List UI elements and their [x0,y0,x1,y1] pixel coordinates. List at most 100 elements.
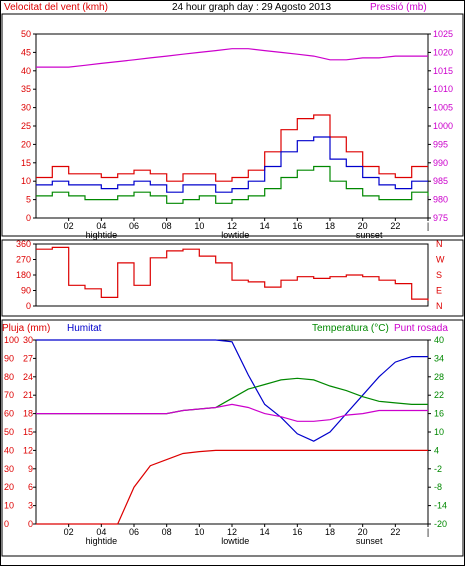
y2-tick-label: -2 [434,464,442,474]
y-tick-label: 35 [21,84,31,94]
x-tick-label: 08 [162,527,172,537]
x-sublabel-hightide: hightide [86,230,118,240]
panel1-border [1,13,464,237]
x-tick-label: 18 [325,221,335,231]
y2-tick-label: 40 [434,335,444,345]
y-tick-label: 15 [21,158,31,168]
x-tick-label: | [427,221,429,231]
panel3-border [1,319,464,557]
rain-tick-label: 0 [28,519,33,529]
y2-tick-label: -14 [434,501,447,511]
rain-tick-label: 3 [28,501,33,511]
y-tick-label: 0 [26,213,31,223]
wind-pressure-plot: 0510152025303540455097598098599099510001… [21,29,453,240]
y-tick-label: 180 [16,270,31,280]
x-tick-label: 14 [260,527,270,537]
y2-tick-label: -8 [434,482,442,492]
humidity-temperature-plot: 0 0 10 3 20 6 30 9 40 12 50 15 60 18 70 21 80 24 90 27 100 30… [4,335,447,546]
y2-tick-label: 22 [434,390,444,400]
y-tick-label: 0 [26,301,31,311]
x-tick-label: 02 [64,527,74,537]
y2-tick-label: -20 [434,519,447,529]
x-tick-label: 16 [292,527,302,537]
y2-tick-label: 4 [434,445,439,455]
x-tick-label: 16 [292,221,302,231]
humidity-line [36,339,428,442]
y2-tick-label: 34 [434,353,444,363]
y-tick-label: 40 [21,66,31,76]
graph-title: 24 hour graph day : 29 Agosto 2013 [172,2,331,13]
y-tick-label: 30 [21,103,31,113]
x-tick-label: 04 [96,527,106,537]
y-tick-label: 5 [26,195,31,205]
y2-tick-label: 1025 [433,29,453,39]
y-tick-label: 10 [4,501,14,511]
temperature-axis-label: Temperatura (°C) [312,323,389,334]
x-tick-label: 02 [64,221,74,231]
y-tick-label: 40 [4,445,14,455]
x-tick-label: 12 [227,527,237,537]
rain-tick-label: 18 [23,409,33,419]
y2-tick-label: 975 [433,213,448,223]
dewpoint-label: Punt rosada [394,323,448,334]
x-tick-label: 06 [129,527,139,537]
wind_min-line [36,165,429,204]
x-sublabel-sunset: sunset [356,536,383,546]
y-tick-label: 90 [4,353,14,363]
direction-line [36,246,429,301]
x-sublabel-hightide: hightide [86,536,118,546]
gust-line [36,114,428,182]
x-tick-label: 18 [325,527,335,537]
compass-label: N [436,301,443,311]
y-tick-label: 80 [4,372,14,382]
rain-tick-label: 15 [23,427,33,437]
y2-tick-label: 990 [433,158,448,168]
pressure-line [36,48,428,68]
y-tick-label: 360 [16,239,31,249]
compass-label: N [436,239,443,249]
panel2-border [1,239,464,317]
pressure-axis-label: Pressió (mb) [370,2,427,13]
y2-tick-label: 1000 [433,121,453,131]
x-sublabel-lowtide: lowtide [221,230,249,240]
rain-axis-label: Pluja (mm) [2,323,50,334]
y2-tick-label: 28 [434,372,444,382]
x-tick-label: 04 [96,221,106,231]
average-line [36,136,428,193]
x-tick-label: | [427,527,429,537]
x-sublabel-sunset: sunset [356,230,383,240]
rain-tick-label: 27 [23,353,33,363]
y2-tick-label: 1005 [433,103,453,113]
y-tick-label: 30 [4,464,14,474]
y-tick-label: 25 [21,121,31,131]
y-tick-label: 20 [21,139,31,149]
x-tick-label: 10 [194,221,204,231]
y2-tick-label: 995 [433,139,448,149]
rain-tick-label: 21 [23,390,33,400]
rain-tick-label: 30 [23,335,33,345]
y2-tick-label: 980 [433,195,448,205]
y-tick-label: 70 [4,390,14,400]
rain-tick-label: 12 [23,445,33,455]
x-tick-label: 20 [358,221,368,231]
y2-tick-label: 1020 [433,47,453,57]
x-sublabel-lowtide: lowtide [221,536,249,546]
rain-tick-label: 6 [28,482,33,492]
y2-tick-label: 16 [434,409,444,419]
y2-tick-label: 10 [434,427,444,437]
rain-tick-label: 24 [23,372,33,382]
compass-label: W [436,255,445,265]
y-tick-label: 50 [21,29,31,39]
y2-tick-label: 1015 [433,66,453,76]
wind-axis-label: Velocitat del vent (kmh) [4,2,108,13]
x-tick-label: 14 [260,221,270,231]
y-tick-label: 0 [4,519,9,529]
y-tick-label: 90 [21,286,31,296]
y2-tick-label: 1010 [433,84,453,94]
compass-label: S [436,270,442,280]
x-tick-label: 22 [390,221,400,231]
compass-label: E [436,286,442,296]
